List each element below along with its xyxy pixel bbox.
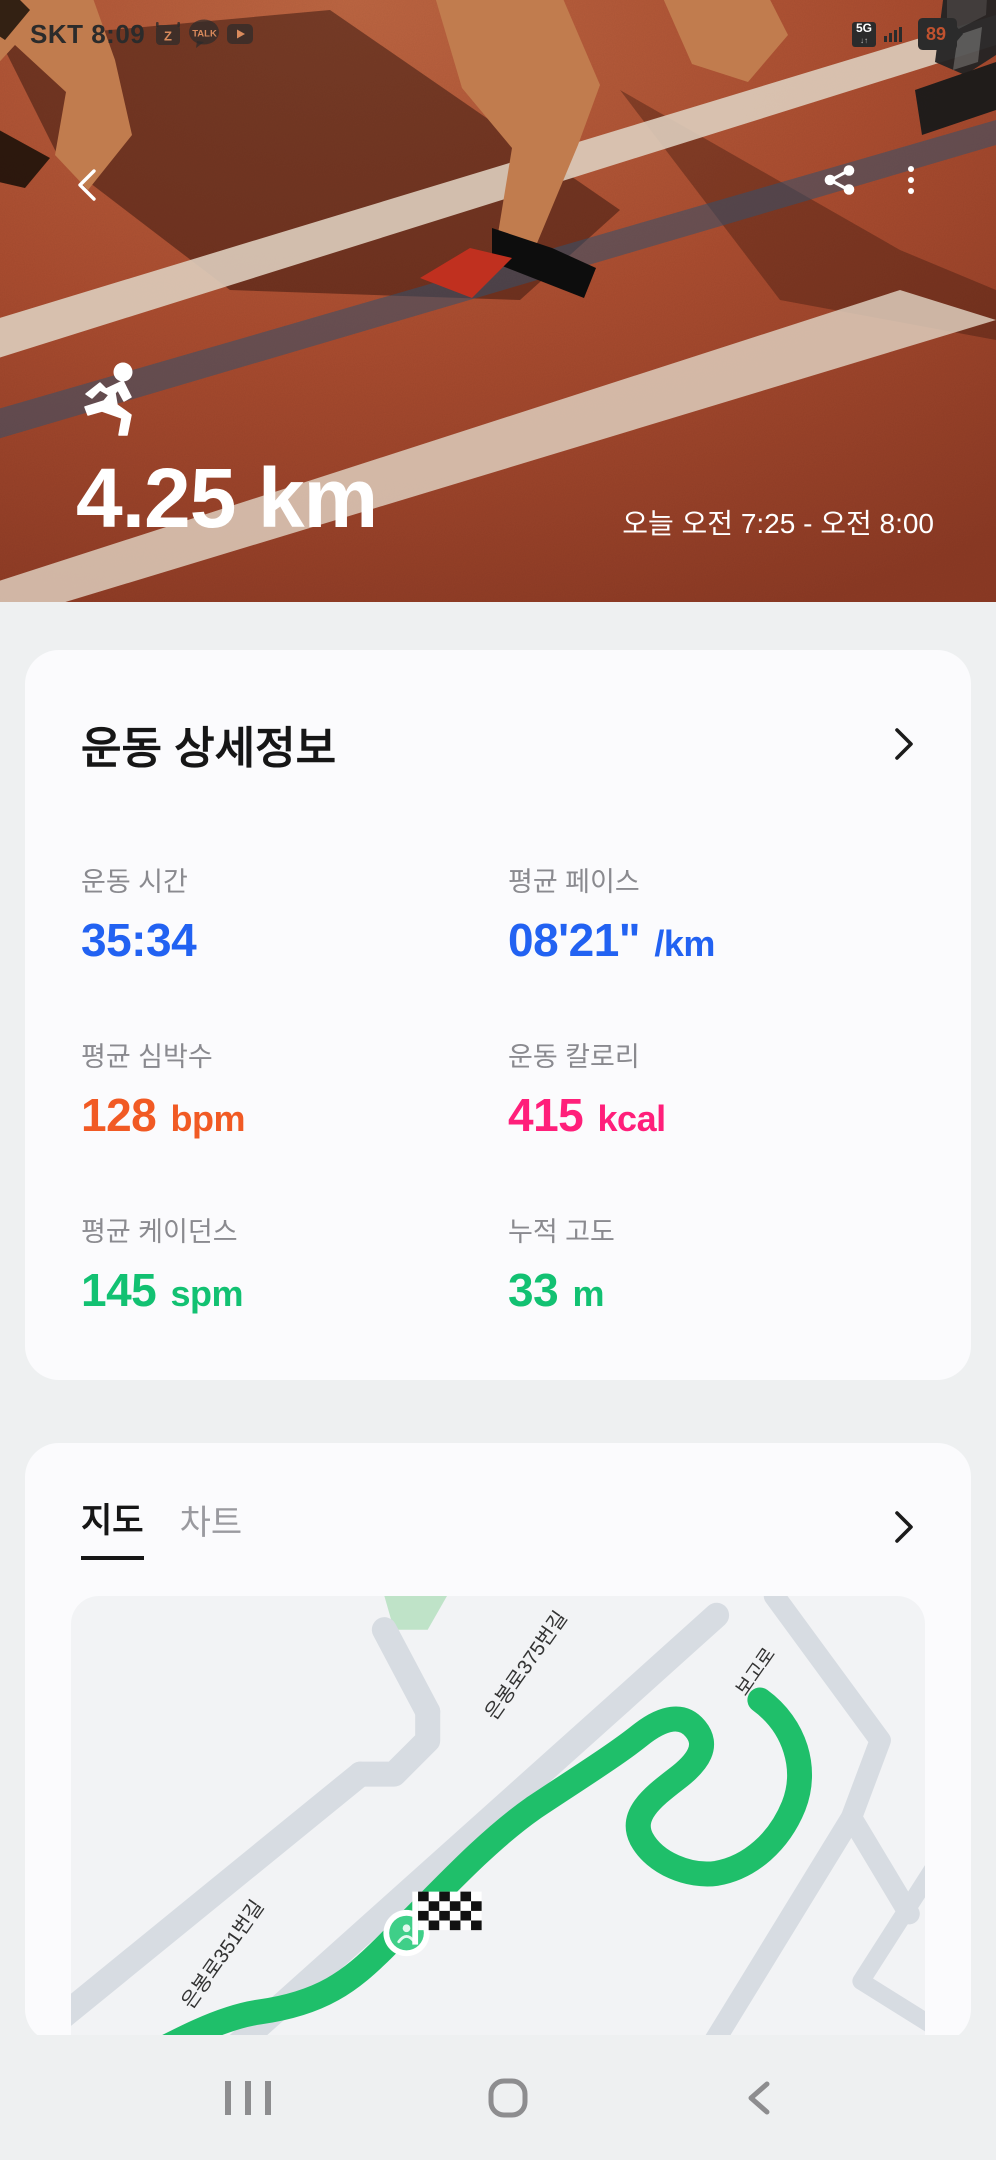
svg-text:89: 89 — [926, 24, 946, 44]
svg-text:Z: Z — [164, 29, 172, 44]
svg-text:TALK: TALK — [192, 29, 217, 40]
